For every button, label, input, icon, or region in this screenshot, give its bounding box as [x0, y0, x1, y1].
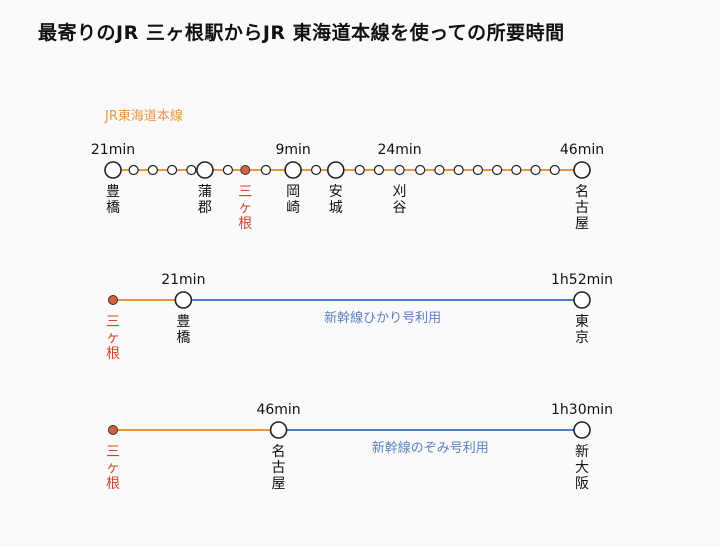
station-name-char: 屋 [575, 216, 589, 232]
station-name-char: 谷 [393, 200, 407, 216]
travel-time-label: 1h30min [551, 402, 613, 418]
station-marker [415, 164, 426, 176]
station-marker [326, 161, 345, 179]
origin-station-marker [240, 165, 251, 175]
station-name-char: ヶ [238, 200, 252, 216]
station-marker [128, 164, 139, 176]
station-marker [472, 164, 483, 176]
travel-time-label: 46min [560, 142, 604, 158]
station-name-char: 崎 [286, 200, 300, 216]
station-name-char: 古 [575, 200, 589, 216]
travel-time-label: 9min [275, 142, 310, 158]
station-name: 安城 [329, 184, 343, 216]
station-name-char: 蒲 [198, 184, 212, 200]
station-name-char: 豊 [176, 314, 190, 330]
station-name: 刈谷 [393, 184, 407, 216]
travel-time-label: 1h52min [551, 272, 613, 288]
station-marker [104, 161, 122, 179]
station-name-char: 京 [575, 330, 589, 346]
page-title: 最寄りのJR 三ヶ根駅からJR 東海道本線を使っての所要時間 [38, 22, 565, 44]
station-marker [573, 291, 591, 309]
service-label: 新幹線のぞみ号利用 [372, 440, 489, 456]
station-name: 三ヶ根 [106, 444, 120, 492]
station-name: 名古屋 [272, 444, 286, 492]
station-name-char: 古 [272, 460, 286, 476]
station-marker [222, 164, 234, 176]
travel-time-label: 21min [91, 142, 135, 158]
station-marker [492, 164, 503, 176]
station-name-char: 橋 [176, 330, 190, 346]
station-name-char: ヶ [106, 460, 120, 476]
origin-station-marker [108, 425, 118, 435]
station-name-char: 名 [272, 444, 286, 460]
station-marker [354, 164, 365, 176]
service-label: 新幹線ひかり号利用 [324, 310, 441, 326]
station-name-char: ヶ [106, 330, 120, 346]
station-name: 豊橋 [106, 184, 120, 216]
station-name-char: 阪 [575, 476, 589, 492]
station-name-char: 根 [106, 476, 120, 492]
station-name-char: 岡 [286, 184, 300, 200]
station-marker [284, 161, 302, 179]
station-name-char: 橋 [106, 200, 120, 216]
station-marker [573, 161, 591, 179]
origin-station-marker [108, 295, 118, 305]
station-marker [549, 164, 560, 176]
station-name-char: 根 [238, 216, 252, 232]
station-marker [196, 161, 214, 179]
station-name-char: 豊 [106, 184, 120, 200]
station-name-char: 三 [106, 314, 120, 330]
travel-time-label: 21min [161, 272, 205, 288]
station-name-char: 名 [575, 184, 589, 200]
station-name: 東京 [575, 314, 589, 346]
station-marker [186, 164, 197, 176]
station-marker [530, 164, 541, 176]
travel-time-label: 24min [377, 142, 421, 158]
station-marker [434, 164, 445, 176]
station-marker [573, 421, 591, 439]
station-name-char: 安 [329, 184, 343, 200]
station-marker [394, 164, 405, 176]
station-name-char: 三 [238, 184, 252, 200]
line-label: JR東海道本線 [104, 108, 183, 124]
station-name-char: 新 [575, 444, 589, 460]
station-marker [166, 164, 178, 176]
station-name: 豊橋 [176, 314, 190, 346]
station-name: 蒲郡 [198, 184, 212, 216]
station-name-char: 根 [106, 346, 120, 362]
station-marker [453, 164, 464, 176]
travel-time-label: 46min [256, 402, 300, 418]
station-name-char: 大 [575, 460, 589, 476]
station-marker [511, 164, 522, 176]
station-name-char: 屋 [272, 476, 286, 492]
station-name: 岡崎 [286, 184, 300, 216]
station-marker [174, 291, 193, 309]
station-name: 新大阪 [575, 444, 589, 492]
station-marker [260, 164, 271, 176]
station-marker [373, 164, 385, 176]
station-name-char: 城 [329, 200, 343, 216]
station-name: 三ヶ根 [238, 184, 252, 232]
station-marker [269, 421, 288, 439]
station-name-char: 三 [106, 444, 120, 460]
station-marker [147, 164, 158, 176]
station-name: 三ヶ根 [106, 314, 120, 362]
station-marker [310, 164, 322, 176]
station-name-char: 東 [575, 314, 589, 330]
station-name-char: 郡 [198, 200, 212, 216]
station-name: 名古屋 [575, 184, 589, 232]
station-name-char: 刈 [393, 184, 407, 200]
